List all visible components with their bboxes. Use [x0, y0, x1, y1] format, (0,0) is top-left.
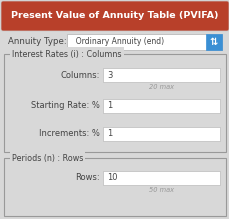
Text: Interest Rates (i) : Columns: Interest Rates (i) : Columns	[12, 49, 121, 58]
FancyBboxPatch shape	[205, 34, 221, 50]
Text: Annuity Type:: Annuity Type:	[8, 37, 66, 46]
FancyBboxPatch shape	[103, 99, 219, 113]
Text: Present Value of Annuity Table (PVIFA): Present Value of Annuity Table (PVIFA)	[11, 12, 218, 21]
FancyBboxPatch shape	[103, 171, 219, 185]
Text: 20 max: 20 max	[148, 84, 173, 90]
Text: ⇅: ⇅	[209, 37, 217, 47]
FancyBboxPatch shape	[103, 68, 219, 82]
Text: Rows:: Rows:	[75, 173, 100, 182]
Text: Ordinary Annuity (end): Ordinary Annuity (end)	[71, 37, 164, 46]
FancyBboxPatch shape	[1, 1, 228, 31]
FancyBboxPatch shape	[4, 158, 225, 216]
Text: 3: 3	[106, 71, 112, 79]
Text: Starting Rate: %: Starting Rate: %	[31, 101, 100, 111]
Text: Columns:: Columns:	[60, 71, 100, 79]
FancyBboxPatch shape	[67, 34, 221, 50]
Text: Periods (n) : Rows: Periods (n) : Rows	[12, 154, 83, 162]
Text: 10: 10	[106, 173, 117, 182]
Text: 1: 1	[106, 101, 112, 111]
Text: Increments: %: Increments: %	[39, 129, 100, 138]
FancyBboxPatch shape	[4, 54, 225, 152]
Text: 50 max: 50 max	[148, 187, 173, 193]
FancyBboxPatch shape	[103, 127, 219, 141]
Text: 1: 1	[106, 129, 112, 138]
